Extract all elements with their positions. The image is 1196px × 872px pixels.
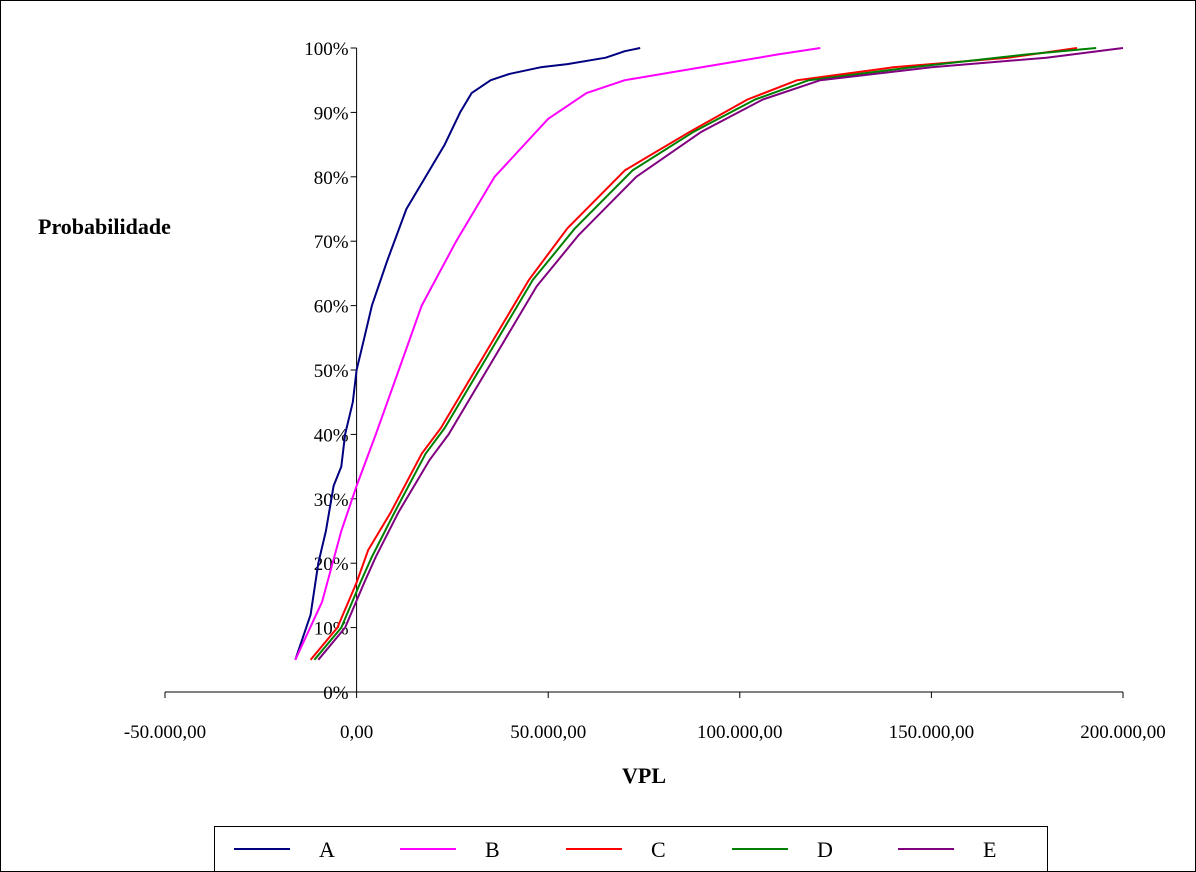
legend-label-e: E bbox=[983, 837, 996, 862]
series-line-c bbox=[309, 47, 1078, 661]
series-line-e bbox=[317, 47, 1124, 661]
series-line-b bbox=[294, 47, 821, 661]
x-tick-label: -50.000,00 bbox=[124, 722, 206, 743]
y-axis-title: Probabilidade bbox=[38, 214, 171, 239]
x-axis-title: VPL bbox=[622, 763, 666, 788]
x-tick-label: 50.000,00 bbox=[510, 722, 586, 743]
plot-area: -50.000,00 0,00 50.000,00 100.000,00 150.000… bbox=[124, 39, 1166, 743]
legend-label-a: A bbox=[319, 837, 335, 862]
x-tick-label: 200.000,00 bbox=[1080, 722, 1166, 743]
y-tick-label: 100% bbox=[304, 39, 349, 60]
y-tick-label: 60% bbox=[314, 297, 349, 318]
series-line-d bbox=[313, 47, 1097, 661]
y-tick-label: 50% bbox=[314, 361, 349, 382]
y-tick-label: 80% bbox=[314, 168, 349, 189]
y-tick-label: 70% bbox=[314, 232, 349, 253]
x-tick-label: 0,00 bbox=[340, 722, 373, 743]
x-tick-label: 100.000,00 bbox=[697, 722, 783, 743]
series-line-a bbox=[294, 47, 641, 661]
legend-label-c: C bbox=[651, 837, 666, 862]
legend-label-d: D bbox=[817, 837, 833, 862]
y-tick-label: 40% bbox=[314, 425, 349, 446]
y-tick-label: 90% bbox=[314, 103, 349, 124]
y-tick-label: 0% bbox=[323, 683, 349, 704]
legend: A B C D E bbox=[214, 826, 1048, 872]
legend-label-b: B bbox=[485, 837, 500, 862]
x-tick-label: 150.000,00 bbox=[889, 722, 975, 743]
